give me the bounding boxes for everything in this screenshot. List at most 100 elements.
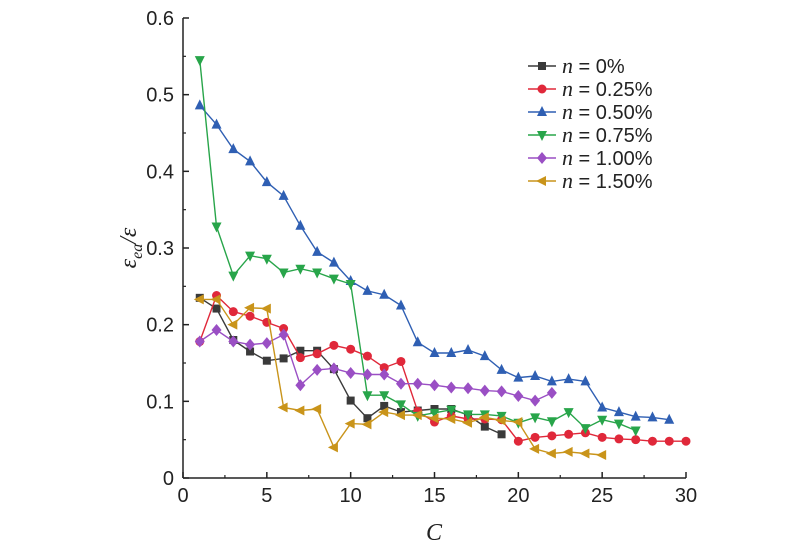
data-point [412,336,423,347]
data-point [496,411,507,422]
data-point [312,268,323,279]
data-point [295,264,306,275]
data-point [312,245,323,256]
data-point [344,418,355,429]
data-point [596,450,607,460]
legend-label: n = 1.50% [562,168,653,193]
legend-label: n = 1.00% [562,145,653,170]
data-point [379,391,390,402]
series-layer [193,56,691,460]
legend-label: n = 0.50% [562,99,653,124]
data-point [546,375,557,386]
data-point [429,347,440,358]
data-point [245,251,256,262]
series-3 [194,56,641,437]
data-point [279,324,289,333]
series-line [199,329,553,402]
data-point [429,408,440,419]
data-point [496,385,507,398]
data-point [361,419,372,430]
data-point [411,410,422,421]
data-point [379,288,390,299]
data-point [211,118,222,129]
data-point [513,389,524,402]
data-point [664,436,674,446]
legend-marker [537,106,547,116]
data-point [228,335,239,348]
series-line [199,297,502,435]
data-point [613,419,624,430]
legend-item: n = 0% [528,53,625,78]
x-tick-label: 10 [340,485,362,507]
data-point [295,219,306,230]
data-point [446,381,457,394]
legend-label: n = 0.25% [562,76,653,101]
data-point [262,356,271,365]
data-point [613,406,624,417]
data-point [495,415,506,426]
data-point [395,299,406,310]
x-axis-label: C [426,520,443,546]
x-tick-label: 0 [177,485,188,507]
data-point [245,338,256,351]
y-tick-label: 0.3 [146,238,174,260]
data-point [362,368,373,381]
data-point [530,413,541,424]
legend-item: n = 0.75% [528,122,653,147]
data-point [614,434,624,444]
data-point [546,417,557,428]
data-point [261,254,272,265]
data-point [379,363,389,373]
data-point [362,284,373,295]
data-point [278,268,289,279]
data-point [260,303,271,314]
y-tick-label: 0.5 [146,85,174,107]
data-point [210,294,221,305]
series-line [199,294,686,442]
data-point [261,337,272,350]
data-point [194,99,205,110]
x-tick-label: 20 [507,485,529,507]
x-tick-label: 5 [261,485,272,507]
data-point [345,366,356,379]
data-point [463,410,474,421]
data-point [545,448,556,459]
y-tick-label: 0 [163,468,174,490]
data-point [345,280,356,291]
data-point [279,354,288,363]
data-point [328,256,339,267]
data-point [529,443,540,454]
data-point [228,271,239,282]
legend-marker [536,176,546,186]
data-point [480,422,489,431]
data-point [311,404,322,414]
data-point [294,405,305,416]
data-point [380,401,389,410]
legend-label: n = 0.75% [562,122,653,147]
data-point [328,362,339,375]
data-point [244,302,255,313]
data-point [312,363,323,376]
series-5 [193,294,607,460]
data-point [631,435,641,445]
data-point [647,411,658,422]
data-point [212,304,221,313]
data-point [362,391,373,402]
data-point [246,347,255,356]
data-point [296,346,305,355]
data-point [630,426,641,437]
data-point [647,436,657,446]
data-point [446,347,457,358]
data-point [512,417,523,428]
data-point [328,274,339,285]
x-tick-label: 30 [675,485,697,507]
data-point [479,350,490,361]
data-point [681,436,691,446]
legend-marker [538,62,546,70]
data-point [363,414,372,423]
x-ticks: 0 5 10 15 20 25 30 [177,472,697,507]
data-point [580,375,591,386]
data-point [346,344,356,354]
data-point [329,340,339,350]
